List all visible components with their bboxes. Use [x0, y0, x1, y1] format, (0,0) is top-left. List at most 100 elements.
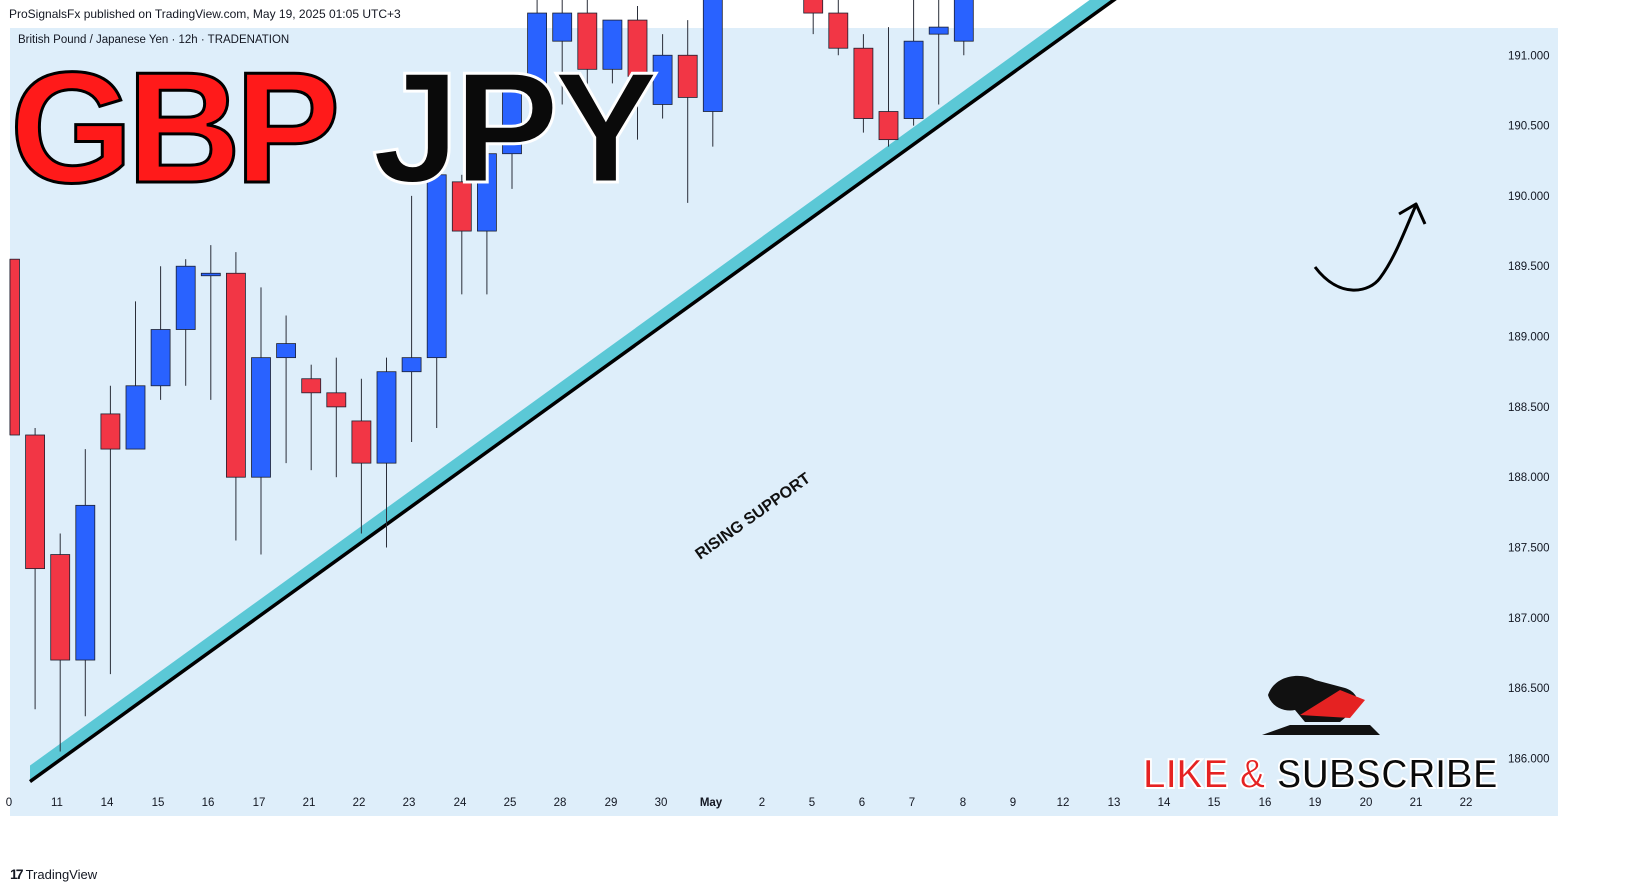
candle-body	[225, 272, 246, 478]
candle	[351, 378, 372, 534]
time-tick-label: 28	[554, 797, 567, 809]
time-tick-label: 8	[960, 797, 966, 809]
candle-body	[200, 272, 221, 277]
candle	[476, 146, 497, 295]
candle	[401, 195, 422, 443]
time-tick-label: 15	[1208, 797, 1221, 809]
candle	[702, 0, 723, 147]
candle-body	[828, 12, 849, 49]
projection-arrowhead	[1398, 202, 1427, 225]
like-subscribe-red: LIKE & SUBSCRIBE	[1143, 750, 1498, 797]
candle	[602, 19, 623, 84]
candle-body	[426, 174, 447, 359]
time-tick-label: 23	[403, 797, 416, 809]
candle-body	[376, 371, 397, 464]
candle	[326, 357, 347, 478]
time-tick-label: 6	[859, 797, 865, 809]
tradingview-brand: TradingView	[25, 866, 98, 882]
axis-area	[1498, 28, 1558, 790]
candle	[50, 533, 71, 752]
candle	[903, 0, 924, 126]
tradingview-logo-icon: 17	[10, 866, 24, 882]
candle	[451, 174, 472, 295]
candle	[928, 0, 949, 105]
candle-body	[175, 265, 196, 330]
candle	[502, 82, 522, 189]
price-tick-label: 188.500	[1508, 402, 1550, 414]
symbol-line: British Pound / Japanese Yen · 12h · TRA…	[18, 34, 289, 46]
price-tick-label: 190.000	[1508, 191, 1550, 203]
price-tick-label: 187.500	[1508, 543, 1550, 555]
candle-body	[301, 378, 322, 394]
time-tick-label: 21	[303, 797, 316, 809]
candle	[301, 364, 322, 471]
candle	[150, 266, 171, 400]
price-axis: 196.000195.500195.000194.500194.000193.5…	[1508, 50, 1550, 765]
projection-curve	[1313, 204, 1418, 292]
candle-body	[903, 40, 924, 119]
candle-body	[25, 434, 46, 570]
candle-body	[878, 111, 899, 141]
candle	[577, 0, 598, 91]
candle-body	[401, 357, 422, 373]
candle	[251, 287, 271, 555]
time-tick-label: May	[700, 797, 723, 809]
time-tick-label: 5	[809, 797, 815, 809]
time-tick-label: 14	[101, 797, 114, 809]
candle-body	[702, 0, 723, 112]
candle-body	[677, 54, 698, 98]
time-tick-label: 21	[1410, 797, 1423, 809]
candle	[853, 34, 874, 133]
candle	[527, 0, 547, 119]
candle-body	[276, 343, 297, 359]
time-tick-label: 0	[6, 797, 12, 809]
candle-body	[326, 392, 347, 408]
candle	[175, 259, 196, 386]
time-tick-label: 22	[353, 797, 366, 809]
price-tick-label: 191.000	[1508, 50, 1550, 62]
candle-body	[9, 258, 20, 436]
time-tick-label: 16	[202, 797, 215, 809]
candle	[100, 385, 121, 675]
candle	[75, 449, 96, 717]
price-tick-label: 189.500	[1508, 261, 1550, 273]
candle	[652, 34, 673, 119]
candles-layer	[9, 0, 974, 752]
candle	[225, 252, 246, 541]
candle-body	[476, 153, 497, 232]
candle-body	[75, 504, 96, 661]
price-tick-label: 189.000	[1508, 332, 1550, 344]
time-tick-label: 13	[1108, 797, 1121, 809]
time-tick-label: 14	[1158, 797, 1171, 809]
candle-body	[928, 26, 949, 35]
candle	[803, 0, 824, 35]
candle-body	[100, 413, 121, 450]
candle	[9, 258, 20, 436]
time-tick-label: 29	[605, 797, 618, 809]
candle	[953, 0, 974, 56]
time-tick-label: 17	[253, 797, 266, 809]
candle-body	[627, 19, 648, 77]
time-tick-label: 11	[51, 797, 63, 809]
price-tick-label: 188.000	[1508, 472, 1550, 484]
candle-body	[50, 554, 71, 661]
candle	[125, 301, 146, 450]
time-tick-label: 2	[759, 797, 765, 809]
candle-body	[150, 329, 171, 387]
time-tick-label: 30	[655, 797, 668, 809]
candle	[276, 315, 297, 464]
candle-body	[527, 12, 547, 84]
time-tick-label: 19	[1309, 797, 1322, 809]
time-tick-label: 15	[152, 797, 165, 809]
publisher-line: ProSignalsFx published on TradingView.co…	[9, 7, 401, 21]
candle	[878, 27, 899, 147]
time-tick-label: 25	[504, 797, 517, 809]
candle	[200, 245, 221, 400]
candle-body	[351, 420, 372, 464]
candle-body	[652, 54, 673, 105]
logo-base	[1262, 725, 1380, 735]
candle	[677, 20, 698, 203]
time-axis: 0 11 14 15 16 17 21 22 23 24 25 28 29 30 May 2 5 6 7 8 9 12 13…	[6, 797, 1473, 809]
time-tick-label: 9	[1010, 797, 1016, 809]
candle-body	[803, 0, 824, 14]
